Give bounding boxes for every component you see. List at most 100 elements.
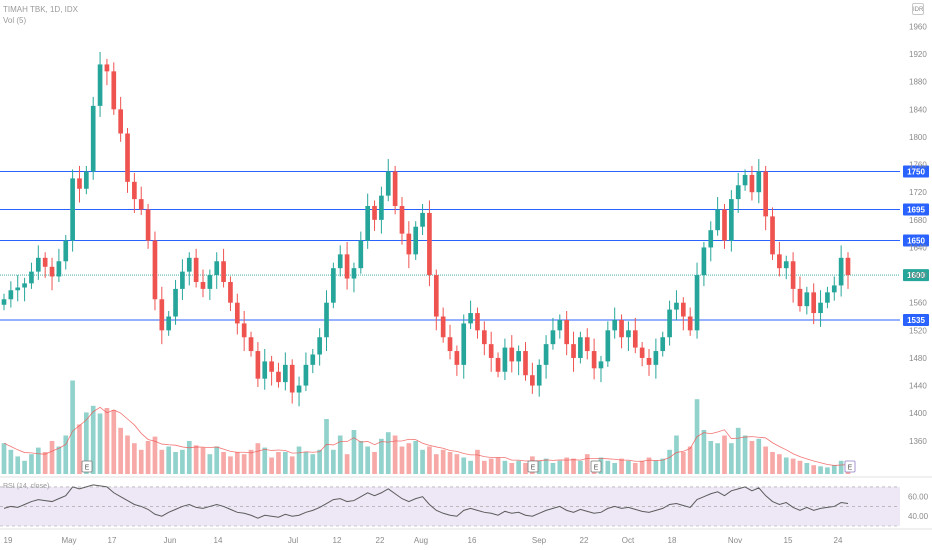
volume-bar	[241, 454, 247, 474]
candle-body	[831, 285, 837, 293]
volume-bar	[173, 452, 178, 474]
volume-bar	[509, 463, 515, 474]
x-tick-label: Jun	[164, 536, 177, 545]
candle-body	[97, 64, 103, 106]
volume-bar	[255, 443, 261, 474]
candle-body	[790, 261, 796, 289]
volume-bar	[111, 410, 117, 474]
volume-bar	[289, 456, 295, 474]
candle-body	[461, 323, 467, 365]
candle-body	[715, 209, 720, 231]
y-tick-label: 1480	[909, 354, 927, 363]
candle-body	[385, 171, 391, 196]
x-tick-label: Oct	[622, 536, 635, 545]
candle-body	[667, 309, 672, 338]
volume-bar	[269, 457, 274, 474]
volume-bar	[365, 446, 371, 474]
earnings-marker	[527, 460, 539, 473]
volume-bar	[303, 452, 309, 474]
candle-body	[694, 275, 700, 331]
candle-body	[317, 337, 322, 355]
volume-bar	[729, 443, 734, 474]
volume-bar	[825, 467, 830, 474]
candle-body	[591, 351, 597, 369]
volume-bar	[735, 427, 741, 474]
candle-body	[166, 316, 172, 331]
volume-bar	[63, 435, 69, 474]
volume-bar	[674, 435, 679, 474]
y-tick-label: 1720	[909, 188, 927, 197]
candle-body	[749, 174, 755, 193]
candle-body	[276, 371, 281, 383]
volume-bar	[337, 435, 343, 474]
rsi-tick-label: 40.00	[908, 512, 929, 521]
last-price-badge	[903, 269, 929, 282]
candle-body	[372, 206, 377, 220]
volume-bar	[392, 435, 398, 474]
candle-body	[708, 230, 714, 248]
volume-bar	[276, 452, 281, 474]
candle-body	[234, 302, 240, 324]
x-tick-label: Sep	[532, 536, 547, 545]
x-tick-label: Jul	[288, 536, 298, 545]
volume-bar	[701, 430, 707, 474]
candle-body	[550, 330, 556, 345]
y-tick-label: 1880	[909, 78, 927, 87]
volume-bar	[804, 463, 810, 474]
candle-body	[557, 319, 563, 331]
candle-body	[825, 292, 830, 303]
volume-bar	[571, 458, 576, 474]
earnings-marker-label: E	[531, 465, 536, 472]
candle-body	[1, 299, 7, 305]
level-badge	[903, 203, 929, 216]
volume-bar	[777, 454, 782, 474]
volume-bar	[331, 449, 336, 474]
volume-bar	[186, 441, 192, 474]
candle-body	[159, 299, 165, 331]
candle-body	[433, 275, 439, 317]
volume-bar	[488, 458, 494, 474]
candle-body	[475, 313, 480, 331]
candle-body	[454, 351, 460, 365]
volume-bar	[152, 436, 158, 474]
candle-body	[365, 206, 371, 241]
volume-bar	[687, 446, 693, 474]
x-tick-label: 15	[784, 536, 793, 545]
volume-bar	[372, 452, 377, 474]
y-tick-label: 1920	[909, 50, 927, 59]
volume-bar	[77, 424, 82, 474]
candle-body	[15, 287, 21, 291]
volume-bar	[1, 443, 7, 474]
volume-bars	[1, 380, 851, 474]
candle-body	[104, 64, 110, 72]
volume-bar	[406, 443, 412, 474]
volume-bar	[742, 435, 748, 474]
volume-bar	[22, 460, 27, 474]
volume-bar	[214, 446, 220, 474]
rsi-line	[3, 484, 849, 519]
level-label: 1750	[907, 167, 925, 176]
candle-body	[612, 319, 618, 331]
volume-bar	[358, 441, 364, 474]
candle-body	[90, 105, 96, 172]
candle-body	[729, 199, 734, 241]
candle-body	[488, 344, 494, 358]
volume-bar	[248, 449, 254, 474]
volume-bar	[454, 454, 460, 474]
candle-body	[303, 364, 309, 386]
volume-bar	[56, 446, 62, 474]
volume-bar	[399, 446, 405, 474]
volume-bar	[722, 435, 727, 474]
x-tick-label: Aug	[414, 536, 428, 545]
candle-body	[379, 195, 384, 220]
candle-body	[646, 357, 652, 365]
volume-bar	[221, 452, 226, 474]
candle-body	[392, 171, 398, 207]
candles	[1, 52, 851, 407]
currency-badge[interactable]: IDR	[912, 3, 924, 15]
volume-bar	[49, 441, 55, 474]
candle-body	[248, 337, 254, 352]
volume-bar	[612, 463, 618, 474]
candle-body	[763, 171, 768, 217]
